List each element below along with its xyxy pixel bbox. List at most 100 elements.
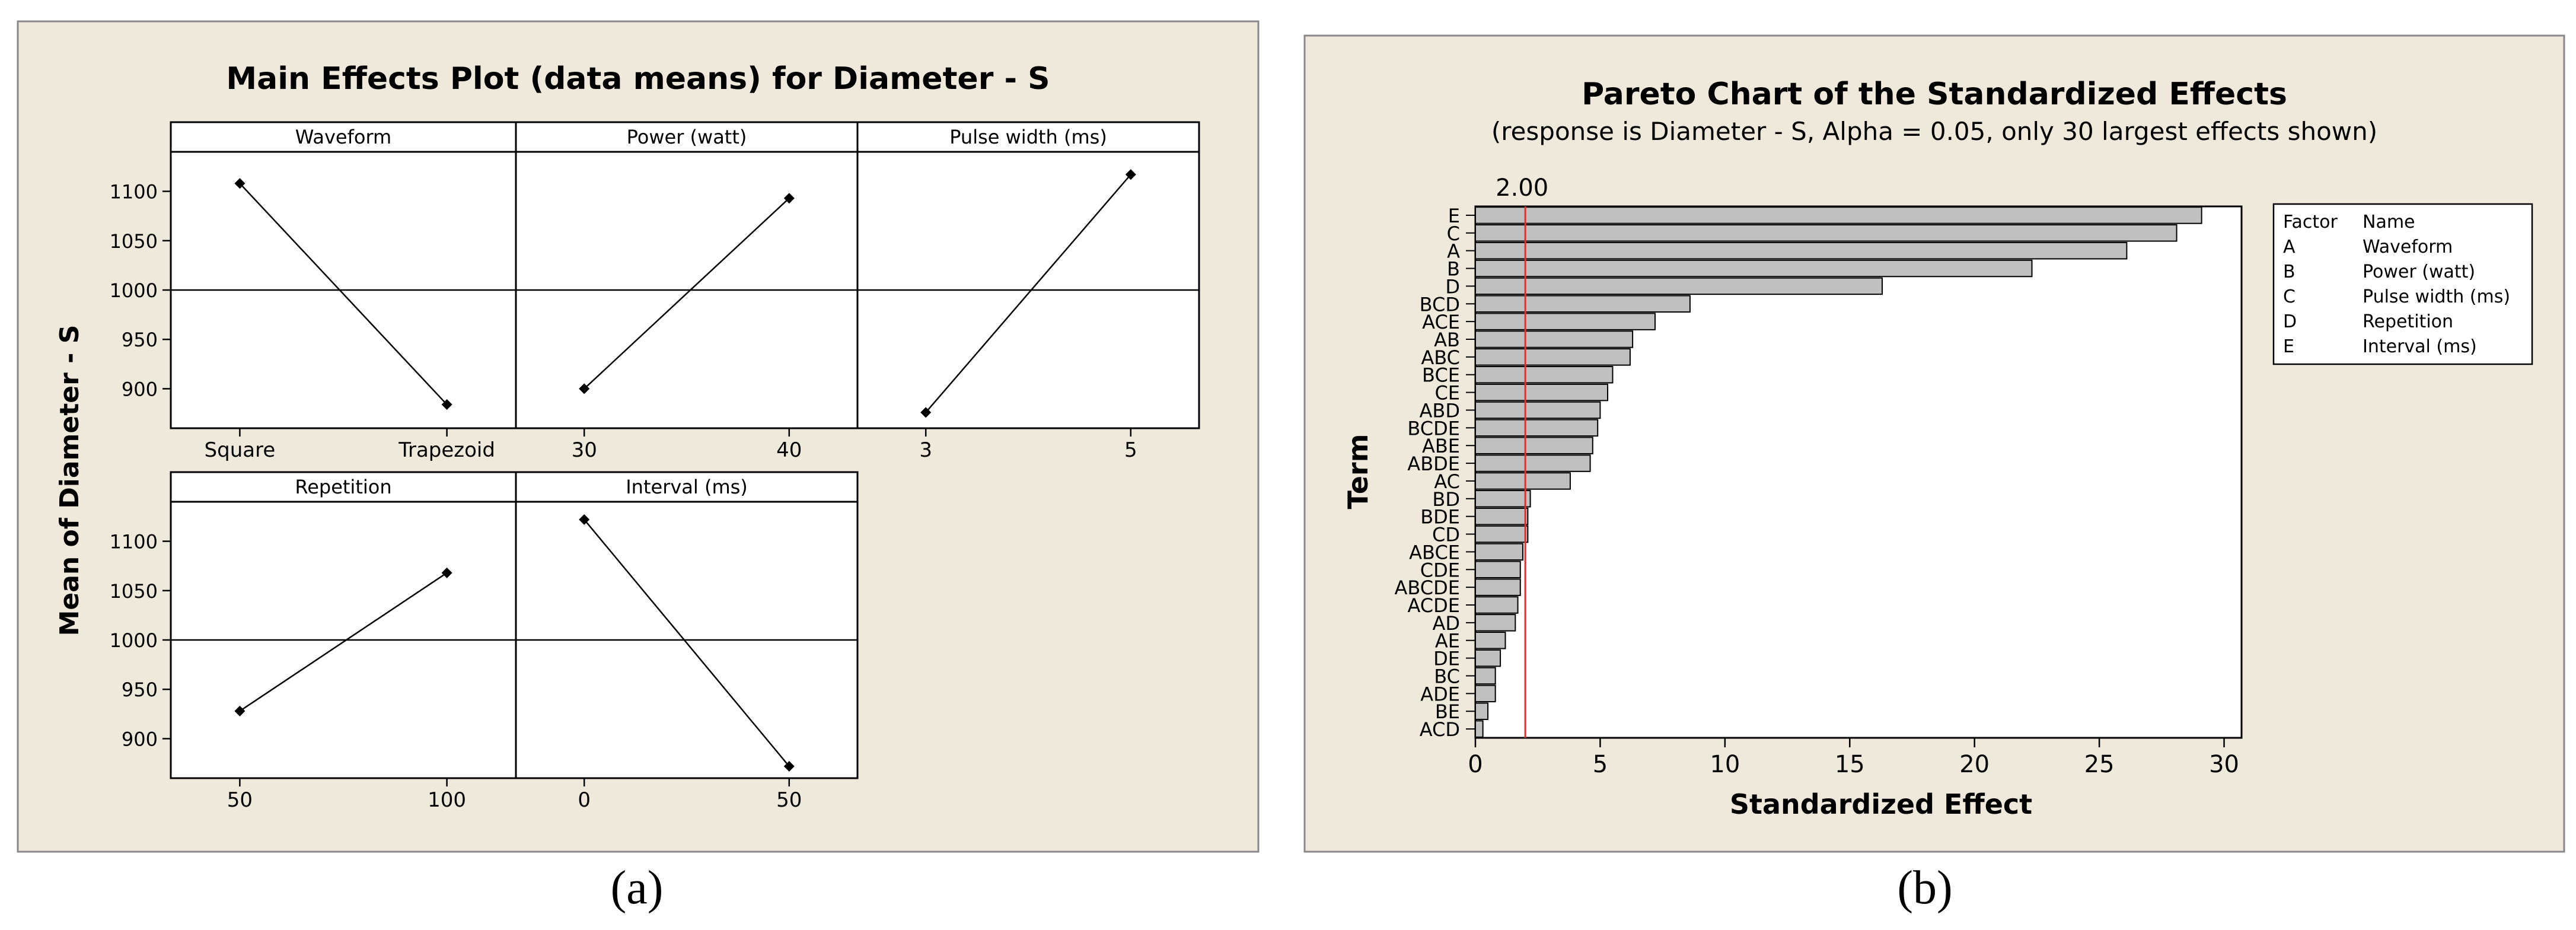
main-effects-panel: Main Effects Plot (data means) for Diame…: [17, 20, 1260, 853]
panel-header-0: [170, 121, 517, 153]
x-tick-label: 5: [1593, 751, 1608, 778]
legend-name: Interval (ms): [2363, 336, 2477, 357]
effect-bar-BCD: [1475, 295, 1691, 313]
effect-line: [239, 183, 448, 405]
effect-bar-CDE: [1475, 560, 1521, 579]
x-tick-label: 30: [2209, 751, 2239, 778]
effect-line: [584, 519, 790, 767]
x-tick-label: 30: [572, 438, 597, 462]
term-label: ABC: [1421, 346, 1460, 369]
term-label: D: [1445, 275, 1460, 298]
mean-point: [579, 514, 590, 525]
pareto-legend: Factor Name A Waveform B Power (watt) C Pulse w…: [2272, 203, 2533, 365]
effect-bar-C: [1475, 224, 2178, 242]
caption-a: (a): [610, 862, 664, 914]
legend-factor: E: [2283, 336, 2294, 357]
pareto-plot: ECABDBCDACEABABCBCECEABDBCDEABEABDEACBDB…: [1395, 174, 2243, 778]
term-label: CE: [1434, 382, 1460, 405]
effect-bar-ABD: [1475, 401, 1601, 419]
y-tick-label: 1050: [110, 230, 158, 253]
effect-bar-E: [1475, 206, 2202, 224]
panel-header-2: [856, 121, 1200, 153]
legend-name: Pulse width (ms): [2363, 286, 2510, 307]
legend-name: Power (watt): [2363, 262, 2475, 282]
main-effects-y-axis-label: Mean of Diameter - S: [55, 325, 85, 636]
pareto-x-axis-label: Standardized Effect: [1730, 788, 2032, 820]
term-label: AD: [1432, 612, 1460, 635]
term-label: ABCE: [1409, 541, 1460, 563]
y-tick-label: 900: [122, 728, 158, 750]
mean-point: [920, 407, 932, 418]
x-tick-label: 50: [776, 788, 802, 812]
effect-bar-BCDE: [1475, 419, 1599, 437]
effect-bar-ABC: [1475, 348, 1631, 366]
effect-bar-ABCDE: [1475, 578, 1521, 596]
x-tick-label: 0: [1468, 751, 1483, 778]
x-tick-label: 25: [2084, 751, 2115, 778]
panel-header-label: Waveform: [295, 126, 391, 148]
term-label: ADE: [1420, 683, 1460, 705]
x-tick-label: 20: [1959, 751, 1990, 778]
mean-point: [234, 705, 246, 716]
term-label: BC: [1434, 665, 1460, 687]
effect-line: [925, 174, 1131, 413]
pareto-panel: Pareto Chart of the Standardized Effects…: [1303, 34, 2565, 853]
effect-bar-BE: [1475, 702, 1489, 720]
term-label: CDE: [1420, 559, 1460, 581]
mean-point: [441, 399, 452, 410]
term-label: AE: [1435, 630, 1460, 652]
term-label: DE: [1433, 648, 1460, 670]
term-label: BCD: [1420, 293, 1460, 316]
term-label: AB: [1434, 329, 1460, 351]
term-label: ABD: [1420, 399, 1460, 422]
effect-bar-ADE: [1475, 684, 1496, 703]
mean-point: [1125, 169, 1136, 180]
term-label: BE: [1435, 700, 1460, 723]
x-tick-label: 100: [428, 788, 466, 812]
effect-bar-BCE: [1475, 365, 1614, 384]
x-tick-label: Trapezoid: [398, 438, 495, 462]
significance-label: 2.00: [1496, 174, 1548, 202]
effect-bar-ACE: [1475, 313, 1656, 330]
mean-point: [441, 567, 452, 578]
y-tick-label: 950: [122, 329, 158, 351]
y-tick-label: 1000: [110, 279, 158, 302]
term-label: E: [1448, 205, 1460, 227]
panel-header-label: Repetition: [295, 476, 391, 498]
x-tick-label: 40: [776, 438, 802, 462]
legend-name: Repetition: [2363, 311, 2453, 332]
term-label: BCDE: [1407, 417, 1460, 439]
y-tick-label: 900: [122, 378, 158, 400]
effect-bar-ABDE: [1475, 454, 1591, 472]
effect-bar-BDE: [1475, 507, 1529, 525]
term-label: AC: [1434, 470, 1460, 493]
x-tick-label: Square: [205, 438, 276, 462]
legend-factor: A: [2283, 237, 2296, 257]
effect-bar-A: [1475, 241, 2128, 260]
pareto-subtitle: (response is Diameter - S, Alpha = 0.05,…: [1491, 117, 2377, 146]
legend-factor: C: [2283, 286, 2296, 307]
effect-line: [584, 198, 790, 390]
main-effects-title: Main Effects Plot (data means) for Diame…: [226, 61, 1050, 97]
effect-bar-B: [1475, 259, 2033, 278]
mean-point: [234, 178, 246, 189]
x-tick-label: 0: [578, 788, 591, 812]
pareto-plot-area: [1474, 205, 2243, 739]
panel-header-label: Interval (ms): [626, 476, 748, 498]
effect-bar-AC: [1475, 472, 1571, 490]
term-label: C: [1447, 222, 1460, 245]
x-tick-label: 3: [919, 438, 932, 462]
effect-bar-CE: [1475, 383, 1609, 402]
legend-box: [2272, 203, 2533, 365]
term-label: ABCDE: [1395, 577, 1460, 599]
term-label: BD: [1432, 488, 1460, 511]
term-label: ABE: [1422, 435, 1460, 457]
effect-bar-D: [1475, 277, 1883, 295]
legend-factor: B: [2283, 262, 2296, 282]
x-tick-label: 10: [1710, 751, 1740, 778]
effect-bar-ACD: [1475, 720, 1484, 738]
effect-bar-AB: [1475, 330, 1634, 348]
term-label: B: [1447, 258, 1460, 281]
panel-header-label: Power (watt): [627, 126, 747, 148]
